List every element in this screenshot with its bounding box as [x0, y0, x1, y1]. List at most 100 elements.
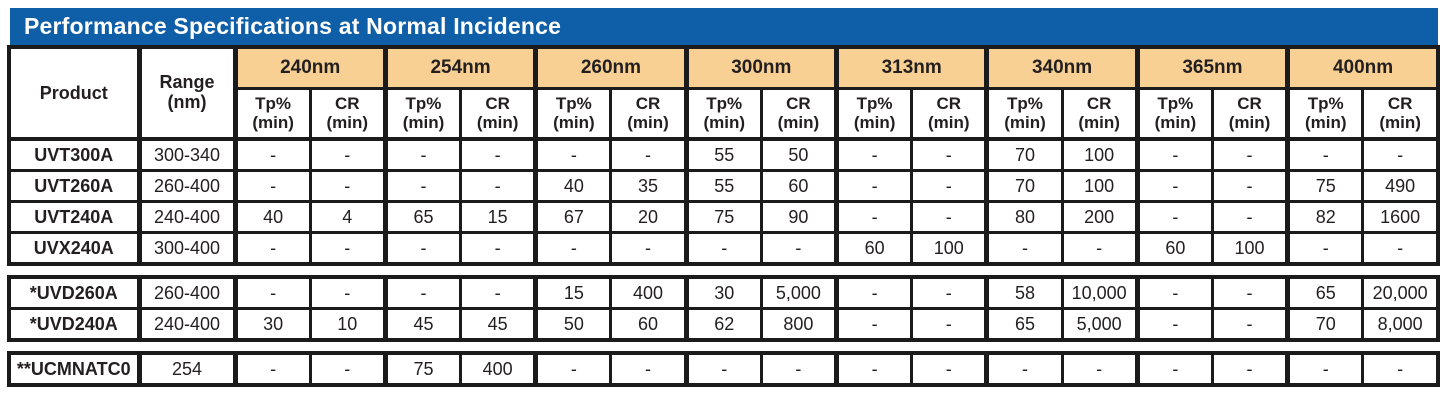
value-cell: - [609, 351, 688, 387]
value-cell: - [308, 169, 387, 203]
value-cell: - [232, 231, 312, 266]
value-cell: - [382, 275, 463, 310]
value-cell: 5,000 [1060, 307, 1139, 342]
value-cell: - [1285, 351, 1365, 387]
tp-subheader: Tp% (min) [382, 87, 463, 141]
value-cell: - [833, 351, 914, 387]
value-cell: 70 [1285, 307, 1365, 342]
group-spacer-row [9, 264, 1438, 277]
value-cell: - [1210, 200, 1290, 234]
range-column-header: Range (nm) [136, 45, 238, 141]
value-cell: 20,000 [1361, 275, 1441, 310]
tp-subheader-line1: Tp% [706, 94, 743, 114]
cr-subheader-line1: CR [335, 94, 360, 114]
value-cell: - [759, 231, 839, 266]
range-cell: 240-400 [136, 307, 238, 342]
wavelength-header: 300nm [683, 45, 839, 90]
min-subheader-line2: (min) [627, 112, 669, 132]
value-cell: 100 [1060, 169, 1139, 203]
value-cell: 10,000 [1060, 275, 1139, 310]
value-cell: 400 [609, 275, 688, 310]
cr-subheader: CR (min) [910, 87, 989, 141]
table-title-bar: Performance Specifications at Normal Inc… [10, 8, 1438, 45]
table-row: UVT260A 260-400- - - -40 35 55 60- -70 100- -75 490 [7, 169, 1441, 203]
value-cell: - [308, 137, 387, 172]
value-cell: 62 [683, 307, 763, 342]
product-cell: **UCMNATC0 [7, 351, 141, 387]
min-subheader-line2: (min) [326, 112, 369, 132]
cr-subheader-line1: CR [936, 94, 962, 114]
value-cell: 75 [382, 351, 463, 387]
value-cell: 70 [984, 169, 1064, 203]
value-cell: - [533, 351, 613, 387]
value-cell: 55 [683, 137, 763, 172]
value-cell: - [232, 351, 312, 387]
value-cell: - [459, 231, 538, 266]
value-cell: 30 [232, 307, 312, 342]
value-cell: - [232, 169, 312, 203]
value-cell: - [1361, 231, 1441, 266]
min-subheader-line2: (min) [777, 112, 820, 132]
min-subheader-line2: (min) [928, 112, 970, 132]
value-cell: - [1285, 137, 1365, 172]
value-cell: - [683, 351, 763, 387]
cr-subheader: CR (min) [759, 87, 839, 141]
table-row: *UVD240A 240-400 30 10 45 45 50 60 62 800- -65 5,00… [7, 307, 1441, 342]
value-cell: - [1361, 351, 1441, 387]
cr-subheader-line1: CR [485, 94, 510, 114]
value-cell: - [1134, 307, 1214, 342]
min-subheader-line2: (min) [1004, 112, 1046, 132]
range-cell: 300-400 [136, 231, 238, 266]
cr-subheader: CR (min) [1361, 87, 1441, 141]
value-cell: - [833, 137, 914, 172]
min-subheader-line2: (min) [252, 112, 294, 132]
value-cell: - [1134, 275, 1214, 310]
min-subheader-line2: (min) [402, 112, 445, 132]
value-cell: - [459, 169, 538, 203]
table-title: Performance Specifications at Normal Inc… [24, 13, 562, 39]
range-cell: 260-400 [136, 275, 238, 310]
cr-subheader: CR (min) [1210, 87, 1290, 141]
min-subheader-line2: (min) [703, 112, 745, 132]
product-cell: UVX240A [7, 231, 141, 266]
tp-subheader: Tp% (min) [1134, 87, 1214, 141]
value-cell: 60 [609, 307, 688, 342]
tp-subheader-line1: Tp% [405, 94, 442, 114]
value-cell: 490 [1361, 169, 1441, 203]
value-cell: - [984, 231, 1064, 266]
min-subheader-line2: (min) [1154, 112, 1197, 132]
value-cell: 50 [759, 137, 839, 172]
tp-subheader-line1: Tp% [1157, 94, 1194, 114]
range-cell: 300-340 [136, 137, 238, 172]
range-header-line1: Range [159, 72, 215, 93]
value-cell: - [1210, 137, 1290, 172]
value-cell: - [382, 231, 463, 266]
value-cell: 5,000 [759, 275, 839, 310]
product-cell: UVT240A [7, 200, 141, 234]
subheader-row: Tp% (min) CR (min) Tp% (min) CR (min) Tp% (min) CR… [9, 87, 1441, 141]
value-cell: - [833, 200, 914, 234]
cr-subheader-line1: CR [786, 94, 811, 114]
value-cell: 45 [459, 307, 538, 342]
value-cell: 1600 [1361, 200, 1441, 234]
min-subheader-line2: (min) [1228, 112, 1271, 132]
cr-subheader: CR (min) [308, 87, 387, 141]
value-cell: - [533, 231, 613, 266]
product-column-header: Product [7, 45, 142, 141]
product-cell: UVT260A [7, 169, 141, 203]
value-cell: 65 [984, 307, 1064, 342]
value-cell: - [382, 137, 463, 172]
table-body: UVT300A 300-340- - - - - -55 50- -70 100- - - - UVT26… [7, 137, 1441, 387]
min-subheader-line2: (min) [853, 112, 896, 132]
tp-subheader: Tp% (min) [833, 87, 914, 141]
table-row: **UCMNATC0 254- -75 400- - - - - - - - - - - - [7, 351, 1441, 387]
value-cell: - [609, 137, 688, 172]
value-cell: 15 [459, 200, 538, 234]
cr-subheader-line1: CR [1387, 94, 1413, 114]
value-cell: 100 [1210, 231, 1290, 266]
value-cell: 15 [533, 275, 613, 310]
group-spacer-cell [9, 340, 1438, 353]
value-cell: - [1134, 351, 1214, 387]
value-cell: - [1060, 351, 1139, 387]
value-cell: - [308, 351, 387, 387]
